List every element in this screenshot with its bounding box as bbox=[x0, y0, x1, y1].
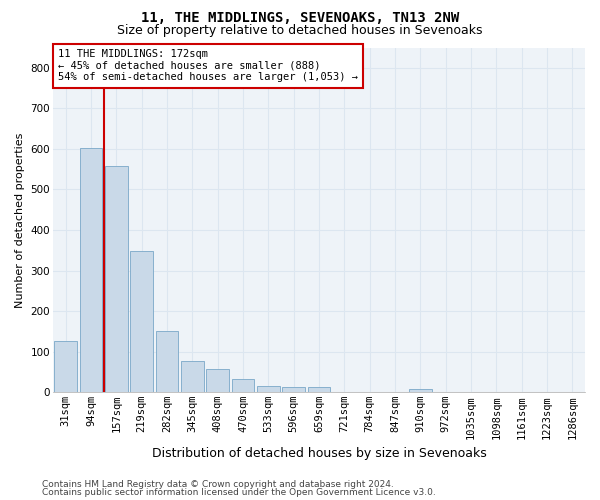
Text: Contains public sector information licensed under the Open Government Licence v3: Contains public sector information licen… bbox=[42, 488, 436, 497]
Text: Size of property relative to detached houses in Sevenoaks: Size of property relative to detached ho… bbox=[117, 24, 483, 37]
Bar bbox=[257, 386, 280, 392]
Bar bbox=[155, 332, 178, 392]
Bar bbox=[181, 362, 204, 392]
Text: 11 THE MIDDLINGS: 172sqm
← 45% of detached houses are smaller (888)
54% of semi-: 11 THE MIDDLINGS: 172sqm ← 45% of detach… bbox=[58, 49, 358, 82]
Text: Contains HM Land Registry data © Crown copyright and database right 2024.: Contains HM Land Registry data © Crown c… bbox=[42, 480, 394, 489]
Bar bbox=[105, 166, 128, 392]
Bar bbox=[206, 370, 229, 392]
Y-axis label: Number of detached properties: Number of detached properties bbox=[15, 132, 25, 308]
Bar bbox=[409, 390, 432, 392]
Text: 11, THE MIDDLINGS, SEVENOAKS, TN13 2NW: 11, THE MIDDLINGS, SEVENOAKS, TN13 2NW bbox=[141, 11, 459, 25]
Bar bbox=[80, 148, 103, 392]
X-axis label: Distribution of detached houses by size in Sevenoaks: Distribution of detached houses by size … bbox=[152, 447, 487, 460]
Bar bbox=[130, 251, 153, 392]
Bar bbox=[54, 342, 77, 392]
Bar bbox=[282, 387, 305, 392]
Bar bbox=[232, 379, 254, 392]
Bar bbox=[308, 388, 331, 392]
